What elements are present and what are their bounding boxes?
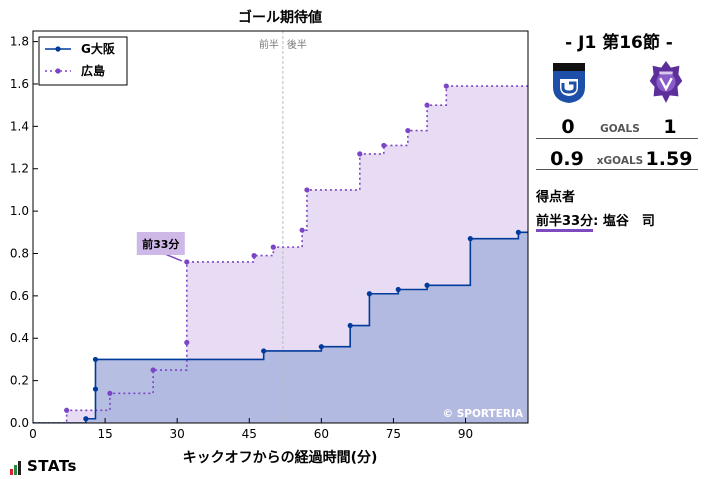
data-point [381,142,387,149]
x-tick-label: 0 [29,427,37,441]
annotation-label: 前33分 [142,237,179,251]
half-label-first: 前半 [259,38,279,51]
x-tick-label: 60 [314,427,329,441]
data-point [251,253,257,259]
stats-bars-icon [10,461,21,475]
sanfrecce-hiroshima-crest-icon [649,60,683,104]
data-point [92,356,99,363]
data-point [64,407,70,413]
y-tick-label: 1.4 [10,119,29,133]
data-point [270,244,276,250]
x-tick-label: 30 [170,427,185,441]
legend-label: 広島 [81,63,105,78]
y-tick-label: 0.6 [10,289,29,303]
data-point [405,127,411,134]
x-tick-label: 15 [97,427,112,441]
scorer-name: : 塩谷 司 [593,214,655,229]
home-goals: 0 [561,116,575,138]
y-tick-label: 0.8 [10,246,29,260]
y-tick-label: 0.2 [10,374,29,388]
data-point [424,102,430,108]
xg-label: xGOALS [596,155,644,167]
y-tick-label: 1.8 [10,35,29,49]
x-tick-label: 45 [242,427,257,441]
home-xg: 0.9 [550,148,584,170]
watermark: © SPORTERIA [443,408,524,420]
data-point [107,390,113,396]
data-point [395,286,401,293]
divider [536,138,698,139]
x-tick-label: 75 [386,427,401,441]
data-point [443,83,449,89]
data-point [92,386,99,392]
y-tick-label: 0.4 [10,331,29,345]
area-gamba [33,232,528,423]
series-line-hiroshima [33,85,528,423]
data-point [347,322,353,329]
half-label-second: 後半 [287,38,307,51]
x-tick-label: 90 [458,427,473,441]
data-point [318,344,324,350]
data-point [184,259,190,265]
gamba-osaka-crest-icon [553,63,585,103]
data-point [184,339,190,346]
legend-box [38,36,128,86]
data-point [150,367,156,373]
y-tick-label: 1.2 [10,162,29,176]
annotation-pointer [164,253,183,262]
legend-label: G大阪 [81,41,116,56]
y-tick-label: 1.6 [10,77,29,91]
away-xg: 1.59 [645,148,693,170]
annotation-box [136,231,185,255]
scorer-entry: 前半33分: 塩谷 司 [536,210,655,232]
data-point [83,416,89,422]
legend-marker [55,68,61,74]
scorer-time: 前半33分 [536,214,594,232]
data-point [261,348,267,354]
data-point [424,282,430,288]
chart-title: ゴール期待値 [238,9,322,26]
data-point [467,236,473,242]
data-point [515,229,521,235]
x-axis-label: キックオフからの経過時間(分) [183,449,378,466]
data-point [299,227,305,233]
data-point [366,291,373,297]
y-tick-label: 1.0 [10,204,29,218]
legend-marker [55,46,61,52]
away-goals: 1 [663,116,677,138]
y-tick-label: 0.0 [10,416,29,430]
stats-logo-text: STATs [27,457,77,475]
divider [536,169,698,170]
data-point [304,187,310,193]
data-point [357,151,363,157]
stats-logo: STATs [10,457,77,475]
match-title: - J1 第16節 - [565,33,673,53]
scorers-title: 得点者 [536,190,576,205]
goals-label: GOALS [600,123,640,135]
plot-frame [32,30,529,424]
